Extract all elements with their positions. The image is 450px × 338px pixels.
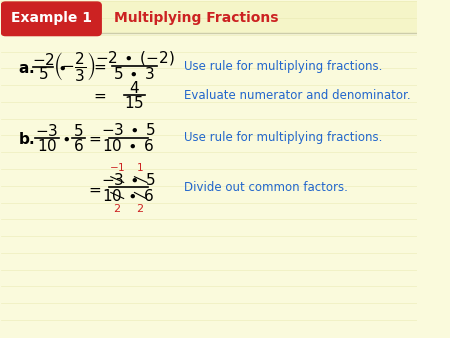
Text: $=$: $=$	[91, 59, 107, 74]
Text: $-1$: $-1$	[109, 161, 125, 173]
Text: Evaluate numerator and denominator.: Evaluate numerator and denominator.	[184, 89, 411, 102]
Text: $10\:\bullet\:6$: $10\:\bullet\:6$	[102, 138, 154, 154]
Text: $=$: $=$	[86, 130, 102, 145]
FancyBboxPatch shape	[1, 2, 101, 35]
Text: $-2$: $-2$	[32, 52, 54, 68]
Text: $4$: $4$	[129, 80, 140, 96]
Text: Use rule for multiplying fractions.: Use rule for multiplying fractions.	[184, 131, 383, 144]
Text: $\left(-\dfrac{2}{3}\right)$: $\left(-\dfrac{2}{3}\right)$	[53, 50, 95, 83]
Text: $\mathbf{b.}$: $\mathbf{b.}$	[18, 131, 35, 147]
Text: $-3\:\bullet\:5$: $-3\:\bullet\:5$	[101, 122, 156, 138]
Text: $10\:\bullet\:6$: $10\:\bullet\:6$	[102, 188, 154, 204]
Text: $2$: $2$	[136, 201, 144, 214]
Text: $\mathbf{a.}$: $\mathbf{a.}$	[18, 61, 35, 76]
Text: $15$: $15$	[125, 95, 144, 111]
Text: $=$: $=$	[86, 182, 102, 197]
Text: Multiplying Fractions: Multiplying Fractions	[114, 11, 278, 25]
Text: $6$: $6$	[73, 138, 84, 153]
FancyBboxPatch shape	[1, 1, 417, 33]
Text: Use rule for multiplying fractions.: Use rule for multiplying fractions.	[184, 60, 383, 73]
Text: $-3\:\bullet\:5$: $-3\:\bullet\:5$	[101, 172, 156, 188]
Text: $10$: $10$	[37, 138, 57, 153]
Text: Example 1: Example 1	[11, 11, 92, 25]
Text: Divide out common factors.: Divide out common factors.	[184, 181, 348, 194]
Text: $-3$: $-3$	[36, 123, 59, 139]
Text: $5$: $5$	[73, 123, 84, 139]
Text: $-2\:\bullet\:(-2)$: $-2\:\bullet\:(-2)$	[94, 49, 174, 67]
Text: $=$: $=$	[91, 88, 107, 103]
Text: $2$: $2$	[113, 201, 121, 214]
Text: $5$: $5$	[38, 67, 48, 82]
Text: $5\:\bullet\:3$: $5\:\bullet\:3$	[113, 66, 156, 82]
Text: $\bullet$: $\bullet$	[61, 130, 70, 145]
Text: $1$: $1$	[136, 161, 144, 173]
Text: $\bullet$: $\bullet$	[57, 59, 66, 74]
